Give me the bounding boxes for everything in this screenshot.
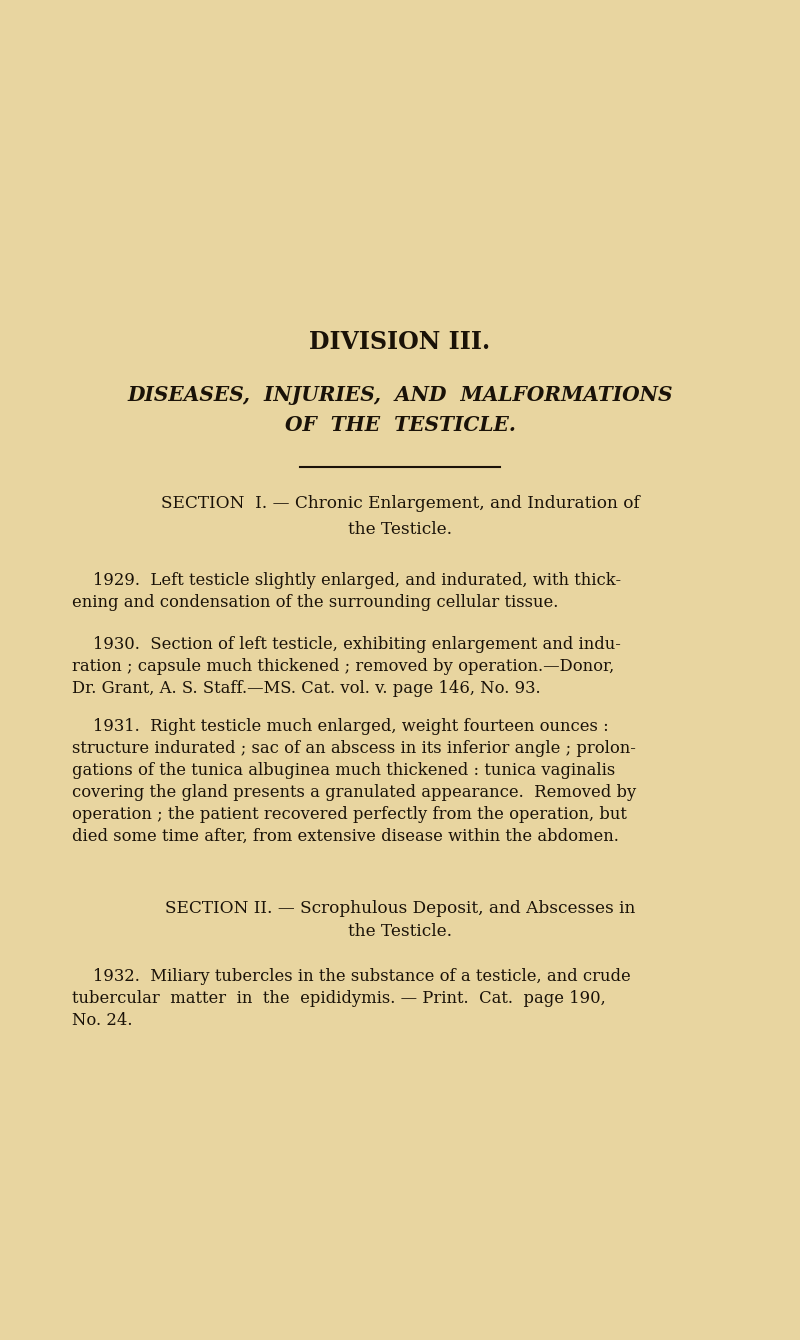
Text: No. 24.: No. 24. bbox=[72, 1012, 133, 1029]
Text: 1929.  Left testicle slightly enlarged, and indurated, with thick-: 1929. Left testicle slightly enlarged, a… bbox=[72, 572, 621, 590]
Text: 1932.  Miliary tubercles in the substance of a testicle, and crude: 1932. Miliary tubercles in the substance… bbox=[72, 967, 630, 985]
Text: died some time after, from extensive disease within the abdomen.: died some time after, from extensive dis… bbox=[72, 828, 619, 846]
Text: covering the gland presents a granulated appearance.  Removed by: covering the gland presents a granulated… bbox=[72, 784, 636, 801]
Text: ening and condensation of the surrounding cellular tissue.: ening and condensation of the surroundin… bbox=[72, 594, 558, 611]
Text: ration ; capsule much thickened ; removed by operation.—Donor,: ration ; capsule much thickened ; remove… bbox=[72, 658, 614, 675]
Text: the Testicle.: the Testicle. bbox=[348, 521, 452, 537]
Text: structure indurated ; sac of an abscess in its inferior angle ; prolon-: structure indurated ; sac of an abscess … bbox=[72, 740, 636, 757]
Text: SECTION  I. — Chronic Enlargement, and Induration of: SECTION I. — Chronic Enlargement, and In… bbox=[161, 494, 639, 512]
Text: 1931.  Right testicle much enlarged, weight fourteen ounces :: 1931. Right testicle much enlarged, weig… bbox=[72, 718, 609, 736]
Text: OF  THE  TESTICLE.: OF THE TESTICLE. bbox=[285, 415, 515, 436]
Text: SECTION II. — Scrophulous Deposit, and Abscesses in: SECTION II. — Scrophulous Deposit, and A… bbox=[165, 900, 635, 917]
Text: tubercular  matter  in  the  epididymis. — Print.  Cat.  page 190,: tubercular matter in the epididymis. — P… bbox=[72, 990, 606, 1006]
Text: Dr. Grant, A. S. Staff.—MS. Cat. vol. v. page 146, No. 93.: Dr. Grant, A. S. Staff.—MS. Cat. vol. v.… bbox=[72, 679, 541, 697]
Text: the Testicle.: the Testicle. bbox=[348, 923, 452, 939]
Text: DISEASES,  INJURIES,  AND  MALFORMATIONS: DISEASES, INJURIES, AND MALFORMATIONS bbox=[127, 385, 673, 405]
Text: 1930.  Section of left testicle, exhibiting enlargement and indu-: 1930. Section of left testicle, exhibiti… bbox=[72, 636, 621, 653]
Text: operation ; the patient recovered perfectly from the operation, but: operation ; the patient recovered perfec… bbox=[72, 805, 627, 823]
Text: DIVISION III.: DIVISION III. bbox=[310, 330, 490, 354]
Text: gations of the tunica albuginea much thickened : tunica vaginalis: gations of the tunica albuginea much thi… bbox=[72, 762, 615, 779]
